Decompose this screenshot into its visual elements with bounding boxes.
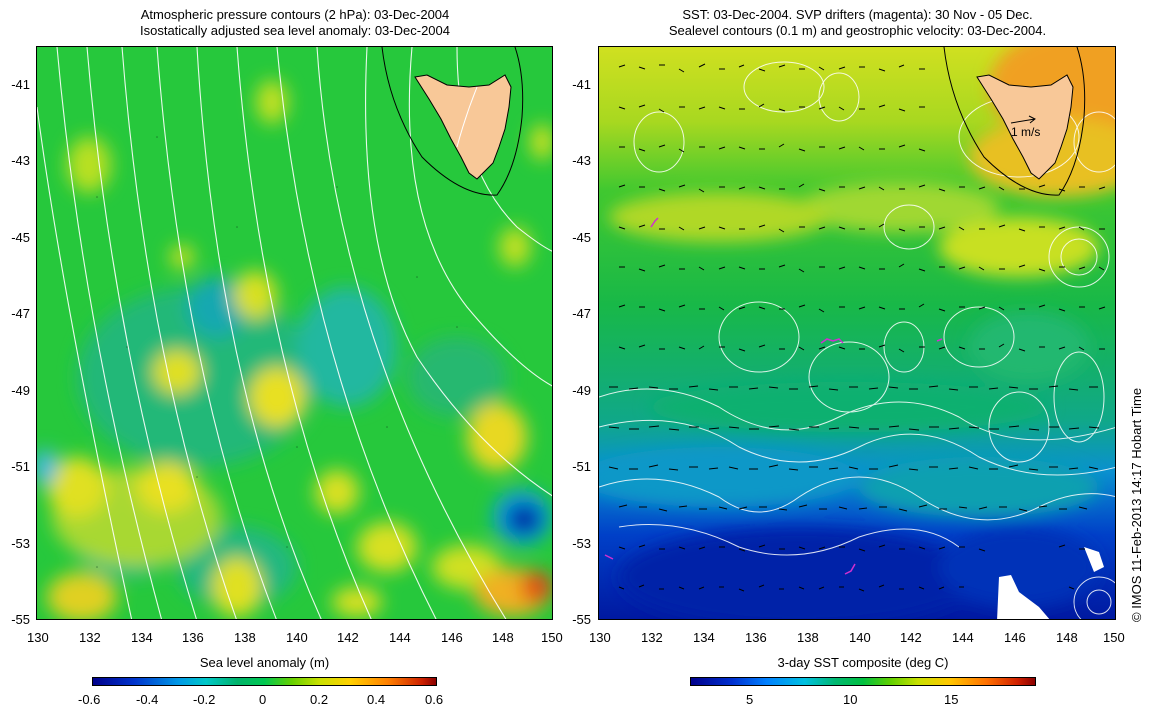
left-x-tick-label: 136 [182, 630, 204, 645]
velocity-scale-label: 1 m/s [1011, 125, 1041, 139]
left-colorbar-tick: 0 [259, 692, 267, 707]
left-x-tick-label: 138 [234, 630, 256, 645]
right-y-tick-label: -45 [572, 230, 591, 245]
left-y-tick-label: -41 [11, 77, 30, 92]
left-x-tick-label: 130 [27, 630, 49, 645]
left-y-tick-label: -43 [11, 153, 30, 168]
left-colorbar-tick: 0.6 [425, 692, 444, 707]
right-y-tick-label: -43 [572, 153, 591, 168]
right-y-tick-label: -55 [572, 612, 591, 627]
sst-field [599, 47, 1115, 619]
left-y-tick-label: -45 [11, 230, 30, 245]
left-y-tick-label: -53 [11, 536, 30, 551]
right-colorbar-tick: 5 [746, 692, 754, 707]
left-colorbar-title: Sea level anomaly (m) [199, 655, 330, 670]
left-x-tick-label: 144 [389, 630, 411, 645]
tasmania-landmass-sst [976, 74, 1074, 180]
right-x-tick-label: 140 [849, 630, 871, 645]
left-x-tick-label: 148 [492, 630, 514, 645]
sst-colorbar [690, 677, 1036, 686]
right-y-tick-label: -49 [572, 383, 591, 398]
right-x-tick-label: 150 [1103, 630, 1125, 645]
left-x-tick-label: 150 [541, 630, 563, 645]
right-x-tick-label: 144 [952, 630, 974, 645]
right-title-line1: SST: 03-Dec-2004. SVP drifters (magenta)… [682, 7, 1033, 22]
left-map-title: Atmospheric pressure contours (2 hPa): 0… [30, 7, 560, 39]
right-y-tick-label: -41 [572, 77, 591, 92]
right-x-tick-label: 138 [797, 630, 819, 645]
left-x-tick-label: 140 [286, 630, 308, 645]
svp-drifter-tracks [604, 217, 943, 575]
velocity-scale-arrow-icon [1010, 115, 1036, 124]
right-colorbar-tick: 15 [944, 692, 959, 707]
left-colorbar-tick: -0.4 [136, 692, 159, 707]
left-y-tick-label: -55 [11, 612, 30, 627]
sea-level-anomaly-field [37, 47, 552, 619]
left-colorbar-tick: 0.4 [367, 692, 386, 707]
left-y-tick-label: -49 [11, 383, 30, 398]
left-y-tick-label: -47 [11, 306, 30, 321]
imos-credit: © IMOS 11-Feb-2013 14:17 Hobart Time [1129, 387, 1144, 622]
right-colorbar-tick: 10 [843, 692, 858, 707]
left-title-line2: Isostatically adjusted sea level anomaly… [139, 23, 450, 38]
left-x-tick-label: 142 [337, 630, 359, 645]
right-map-title: SST: 03-Dec-2004. SVP drifters (magenta)… [595, 7, 1120, 39]
right-x-tick-label: 142 [900, 630, 922, 645]
right-x-tick-label: 130 [589, 630, 611, 645]
right-y-tick-label: -47 [572, 306, 591, 321]
sea-level-colorbar [92, 677, 437, 686]
left-colorbar-tick: -0.6 [78, 692, 101, 707]
sst-map[interactable]: 1 m/s [598, 46, 1116, 620]
left-x-tick-label: 146 [441, 630, 463, 645]
left-title-line1: Atmospheric pressure contours (2 hPa): 0… [140, 7, 450, 22]
right-x-tick-label: 148 [1056, 630, 1078, 645]
sea-level-anomaly-map[interactable] [36, 46, 553, 620]
left-colorbar-tick: 0.2 [310, 692, 329, 707]
left-x-tick-label: 134 [131, 630, 153, 645]
right-y-tick-label: -53 [572, 536, 591, 551]
right-colorbar-title: 3-day SST composite (deg C) [777, 655, 949, 670]
right-title-line2: Sealevel contours (0.1 m) and geostrophi… [668, 23, 1047, 38]
right-x-tick-label: 132 [641, 630, 663, 645]
right-x-tick-label: 146 [1004, 630, 1026, 645]
left-x-tick-label: 132 [79, 630, 101, 645]
left-y-tick-label: -51 [11, 459, 30, 474]
right-x-tick-label: 136 [745, 630, 767, 645]
right-y-tick-label: -51 [572, 459, 591, 474]
left-colorbar-tick: -0.2 [193, 692, 216, 707]
right-x-tick-label: 134 [693, 630, 715, 645]
